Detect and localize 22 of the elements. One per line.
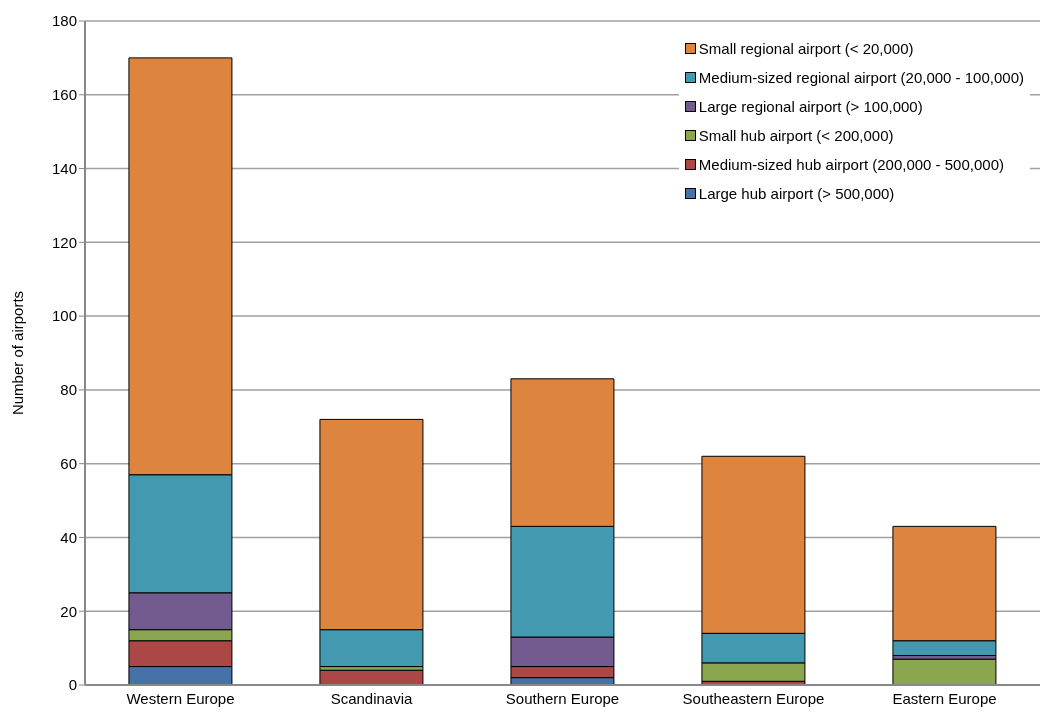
y-tick-label: 180: [51, 12, 77, 30]
y-axis-title: Number of airports: [9, 290, 27, 416]
x-tick-label: Scandinavia: [330, 689, 414, 707]
y-tick-label: 80: [60, 381, 77, 399]
y-tick-label: 120: [51, 233, 77, 251]
x-tick-label: Southern Europe: [505, 689, 620, 707]
x-tick-label: Eastern Europe: [892, 689, 997, 707]
legend-label: Large hub airport (> 500,000): [698, 185, 895, 202]
y-tick-label: 20: [60, 602, 77, 620]
legend-label: Medium-sized hub airport (200,000 - 500,000): [698, 156, 1004, 173]
legend-label: Large regional airport (> 100,000): [698, 98, 923, 115]
legend-label: Medium-sized regional airport (20,000 - 100,000): [698, 69, 1024, 86]
y-tick-label: 40: [60, 528, 77, 546]
y-tick-label: 0: [68, 676, 77, 694]
legend-label: Small hub airport (< 200,000): [698, 127, 894, 144]
y-tick-label: 100: [51, 307, 77, 325]
y-tick-label: 160: [51, 86, 77, 104]
x-tick-label: Southeastern Europe: [682, 689, 825, 707]
y-tick-label: 60: [60, 454, 77, 472]
x-tick-label: Western Europe: [126, 689, 235, 707]
y-tick-label: 140: [51, 159, 77, 177]
legend-label: Small regional airport (< 20,000): [698, 40, 914, 57]
